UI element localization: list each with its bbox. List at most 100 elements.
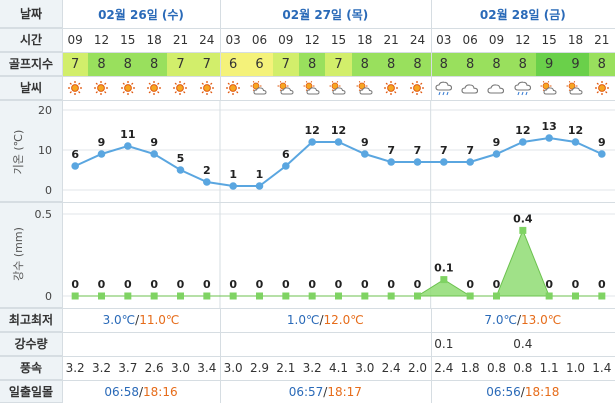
precip-point xyxy=(335,292,342,300)
rainfall-cell xyxy=(378,332,404,356)
rainfall-cell xyxy=(352,332,378,356)
temp-tick-label: 20 xyxy=(38,104,52,117)
temp-axis-label-cell xyxy=(0,100,62,202)
sun-icon xyxy=(88,76,114,100)
rainfall-cell xyxy=(404,332,430,356)
temp-point xyxy=(282,162,290,170)
precip-tick-label: 0.5 xyxy=(35,208,53,221)
rainfall-cell xyxy=(220,332,246,356)
sun-icon xyxy=(115,76,141,100)
precip-data-label: 0 xyxy=(361,278,369,291)
hour-cell: 18 xyxy=(567,33,584,47)
precip-point xyxy=(256,292,263,300)
minmax-cell: 7.0℃/13.0℃ xyxy=(431,308,615,332)
precip-data-label: 0.4 xyxy=(513,212,533,225)
temp-data-label: 9 xyxy=(150,136,158,149)
precip-data-label: 0 xyxy=(545,278,553,291)
sun-icon xyxy=(62,76,88,100)
temp-tick-label: 10 xyxy=(38,144,52,157)
precip-point xyxy=(466,292,474,300)
hour-cell: 24 xyxy=(409,33,426,47)
precip-data-label: 0 xyxy=(150,278,158,291)
sun-cloud-icon xyxy=(325,76,351,100)
golf-index-cell: 6 xyxy=(220,52,247,76)
min-temp: 1.0℃ xyxy=(286,313,320,327)
wind-cell: 2.6 xyxy=(144,361,164,375)
precip-point xyxy=(545,292,553,300)
precip-point xyxy=(440,276,448,284)
precip-data-label: 0 xyxy=(124,278,132,291)
hour-cell: 06 xyxy=(251,33,268,47)
max-temp: 12.0℃ xyxy=(323,313,364,327)
rainfall-cell xyxy=(589,332,615,356)
golf-index-cell: 8 xyxy=(430,52,457,76)
temp-data-label: 9 xyxy=(98,136,106,149)
wind-cell: 4.1 xyxy=(328,361,349,375)
sun-icon xyxy=(194,76,220,100)
temp-point xyxy=(97,150,106,158)
rainfall-cell xyxy=(246,332,272,356)
temp-point xyxy=(255,182,264,190)
wind-cell: 0.8 xyxy=(513,361,533,375)
minmax-sep: / xyxy=(319,313,324,327)
temp-point xyxy=(387,158,395,166)
temp-data-label: 12 xyxy=(305,124,320,137)
temp-data-label: 7 xyxy=(387,144,395,157)
precip-point xyxy=(282,292,290,300)
temp-point xyxy=(334,138,343,146)
temp-point xyxy=(492,150,501,158)
golf-index-cell: 7 xyxy=(193,52,220,76)
temp-data-label: 7 xyxy=(440,144,448,157)
temp-point xyxy=(440,158,448,166)
precip-data-label: 0 xyxy=(387,278,395,291)
wind-label: 풍속 xyxy=(0,356,62,380)
rainfall-cell xyxy=(141,332,167,356)
temp-point xyxy=(466,158,474,166)
rainfall-cell xyxy=(299,332,325,356)
precip-point xyxy=(177,292,184,300)
precip-data-label: 0 xyxy=(177,278,185,291)
precip-data-label: 0 xyxy=(229,278,237,291)
rainfall-cell: 0.4 xyxy=(513,337,533,351)
temp-data-label: 11 xyxy=(120,128,135,141)
temp-data-label: 9 xyxy=(598,136,606,149)
rainfall-cell xyxy=(115,332,141,356)
hour-cell: 21 xyxy=(594,33,610,47)
temp-point xyxy=(150,150,158,158)
date-header: 02월 27일 (목) xyxy=(282,7,369,22)
precip-point xyxy=(124,292,132,300)
golf-index-cell: 8 xyxy=(457,52,484,76)
temp-point xyxy=(598,150,606,158)
hour-cell: 15 xyxy=(541,33,557,47)
temp-data-label: 12 xyxy=(331,124,346,137)
rainfall-label: 강수량 xyxy=(0,332,62,356)
temp-data-label: 12 xyxy=(515,124,530,137)
wind-cell: 1.0 xyxy=(565,361,586,375)
temp-point xyxy=(519,138,527,146)
weather-label: 날씨 xyxy=(0,76,62,100)
hour-cell: 21 xyxy=(383,33,399,47)
golf-index-cell: 8 xyxy=(141,52,168,76)
temp-data-label: 13 xyxy=(542,120,557,133)
precip-point xyxy=(414,292,421,300)
rainfall-cell xyxy=(273,332,299,356)
golf-index-cell: 7 xyxy=(325,52,352,76)
temp-point xyxy=(203,178,211,186)
hour-cell: 18 xyxy=(146,33,162,47)
sunrise-time: 06:58 xyxy=(104,384,139,399)
wind-cell: 2.9 xyxy=(249,361,270,375)
wind-cell: 3.0 xyxy=(170,361,191,375)
precip-data-label: 0 xyxy=(414,278,422,291)
rainfall-cell xyxy=(325,332,351,356)
sun-icon xyxy=(167,76,193,100)
temp-data-label: 6 xyxy=(71,148,79,161)
wind-cell: 2.4 xyxy=(434,361,454,375)
temp-point xyxy=(361,150,369,158)
wind-cell: 1.1 xyxy=(539,361,559,375)
hour-cell: 09 xyxy=(488,33,505,47)
sunrise-sunset-cell: 06:57/18:17 xyxy=(220,380,431,403)
precip-data-label: 0.1 xyxy=(434,262,454,275)
wind-cell: 0.8 xyxy=(486,361,507,375)
golf-index-cell: 8 xyxy=(88,52,115,76)
wind-cell: 3.2 xyxy=(65,361,85,375)
